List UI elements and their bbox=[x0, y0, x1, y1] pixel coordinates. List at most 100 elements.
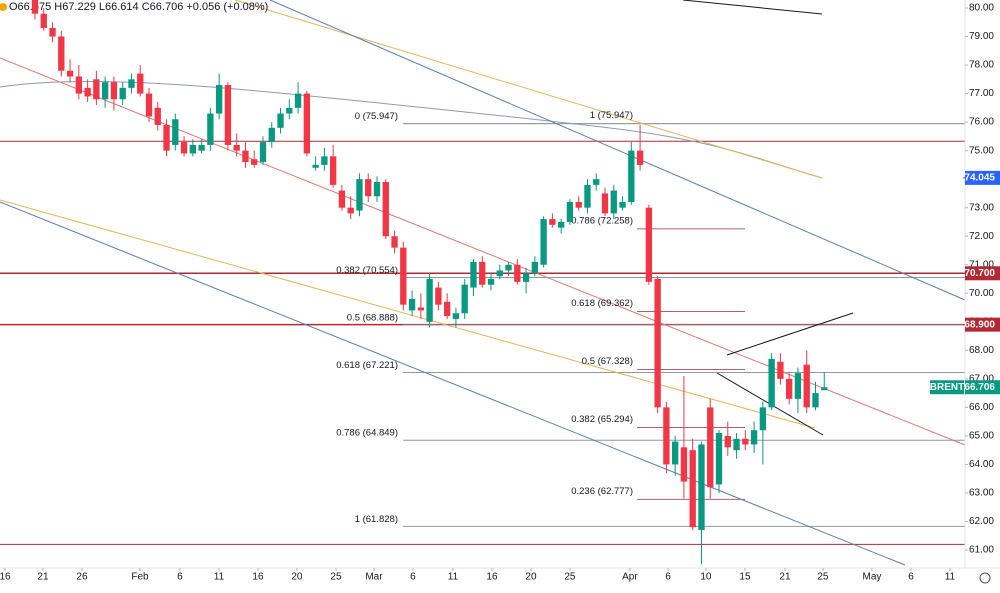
fib-label: 0.382 (65.294) bbox=[571, 414, 633, 425]
trend-line bbox=[0, 199, 816, 429]
x-tick-label: 25 bbox=[564, 572, 576, 583]
fib-label: 0.5 (67.328) bbox=[582, 356, 633, 367]
candle-body bbox=[426, 279, 433, 322]
candle-body bbox=[601, 193, 609, 214]
price-tag-label: 70.700 bbox=[964, 268, 995, 279]
candle-body bbox=[803, 364, 810, 408]
candle-body bbox=[777, 361, 784, 379]
trend-line bbox=[234, 0, 823, 179]
price-tag-label: 68.900 bbox=[964, 319, 995, 330]
x-tick-label: 11 bbox=[448, 572, 459, 583]
y-tick-label: 61.00 bbox=[969, 545, 994, 556]
fib-label: 1 (75.947) bbox=[590, 110, 633, 121]
candle-body bbox=[163, 124, 170, 151]
candle-body bbox=[356, 179, 363, 211]
candle-body bbox=[303, 93, 311, 154]
candle-body bbox=[49, 27, 56, 37]
candle-body bbox=[312, 164, 319, 168]
y-tick-label: 70.00 bbox=[969, 288, 994, 299]
candle-body bbox=[435, 287, 442, 305]
x-tick-label: 16 bbox=[486, 572, 498, 583]
symbol-tag-label: BRENT bbox=[930, 382, 964, 393]
y-tick-label: 76.00 bbox=[969, 117, 994, 128]
candle-body bbox=[479, 261, 486, 285]
candle-body bbox=[75, 76, 82, 94]
candle-body bbox=[58, 36, 65, 71]
candle-body bbox=[329, 156, 337, 185]
candle-body bbox=[663, 407, 670, 465]
x-tick-label: 21 bbox=[37, 572, 49, 583]
candle-body bbox=[137, 73, 144, 94]
candle-body bbox=[251, 159, 258, 165]
price-tag-label: 66.706 bbox=[964, 382, 995, 393]
candle-body bbox=[707, 407, 714, 488]
candle-body bbox=[496, 270, 503, 277]
candle-body bbox=[110, 82, 118, 100]
candle-body bbox=[400, 247, 407, 305]
candle-body bbox=[531, 261, 539, 274]
candle-body bbox=[365, 179, 372, 197]
candle-body bbox=[145, 93, 153, 117]
candle-body bbox=[154, 107, 161, 125]
candle-body bbox=[461, 284, 468, 314]
trend-line bbox=[269, 0, 966, 301]
candle-body bbox=[680, 447, 688, 482]
candle-body bbox=[487, 279, 495, 285]
candle-body bbox=[593, 179, 600, 185]
candle-body bbox=[277, 113, 284, 128]
x-tick-label: 10 bbox=[700, 572, 712, 583]
fib-label: 0.618 (69.362) bbox=[571, 298, 633, 309]
y-tick-label: 63.00 bbox=[969, 488, 994, 499]
y-tick-label: 67.00 bbox=[969, 373, 994, 384]
x-tick-label: 16 bbox=[0, 572, 11, 583]
y-tick-label: 68.00 bbox=[969, 345, 994, 356]
price-tag bbox=[965, 170, 1000, 185]
x-tick-label: Apr bbox=[622, 572, 638, 583]
fib-label: 0.236 (62.777) bbox=[571, 486, 633, 497]
candle-body bbox=[373, 182, 381, 197]
candle-body bbox=[619, 201, 626, 208]
candle-body bbox=[558, 221, 565, 228]
candle-body bbox=[540, 219, 547, 265]
candle-body bbox=[40, 13, 47, 28]
candle-body bbox=[786, 378, 793, 399]
candle-body bbox=[759, 407, 767, 431]
x-tick-label: 25 bbox=[817, 572, 829, 583]
x-tick-label: 20 bbox=[525, 572, 537, 583]
candle-body bbox=[452, 313, 460, 319]
price-tag-label: 74.045 bbox=[964, 173, 995, 184]
x-tick-label: 11 bbox=[214, 572, 225, 583]
candle-body bbox=[715, 433, 723, 485]
candle-body bbox=[215, 85, 223, 114]
candle-body bbox=[470, 261, 477, 288]
y-tick-label: 79.00 bbox=[969, 31, 994, 42]
candle-body bbox=[172, 119, 179, 145]
candle-body bbox=[119, 87, 126, 100]
candle-body bbox=[382, 182, 389, 237]
x-tick-label: 25 bbox=[330, 572, 342, 583]
candle-body bbox=[286, 107, 293, 114]
candle-body bbox=[128, 79, 135, 88]
fib-label: 0 (75.947) bbox=[355, 111, 398, 122]
x-tick-label: Feb bbox=[131, 572, 149, 583]
y-tick-label: 75.00 bbox=[969, 145, 994, 156]
x-tick-label: 20 bbox=[291, 572, 303, 583]
y-tick-label: 80.00 bbox=[969, 3, 994, 14]
candle-body bbox=[180, 142, 188, 154]
x-tick-label: Mar bbox=[365, 572, 383, 583]
candle-body bbox=[259, 142, 267, 163]
candle-body bbox=[821, 387, 828, 391]
symbol-icon bbox=[0, 3, 7, 11]
candle-body bbox=[636, 150, 644, 165]
candle-body bbox=[742, 438, 749, 445]
x-tick-label: 26 bbox=[76, 572, 88, 583]
fib-label: 0.786 (72.258) bbox=[571, 215, 633, 226]
fib-label: 0.618 (67.221) bbox=[336, 360, 398, 371]
candle-body bbox=[84, 87, 91, 97]
x-tick-label: 11 bbox=[945, 572, 956, 583]
candle-body bbox=[724, 435, 731, 448]
candle-body bbox=[207, 113, 214, 145]
settings-icon[interactable] bbox=[979, 572, 991, 584]
